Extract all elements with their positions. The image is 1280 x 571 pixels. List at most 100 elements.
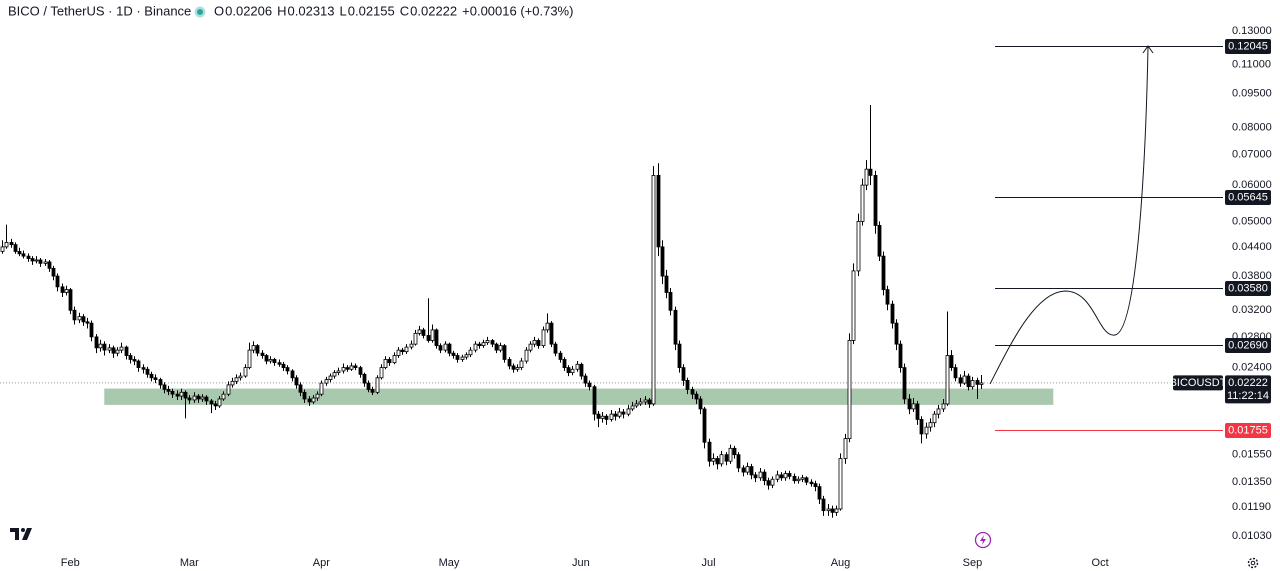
candle-body [209,400,214,405]
legend-value: 0.02313 [288,3,335,18]
candle-body [630,405,635,410]
y-tick-label: 0.09500 [1232,88,1272,100]
candle-body [451,352,456,356]
candle-body [434,329,439,347]
candle-body [272,359,277,364]
level-badge-text: 0.02690 [1228,339,1268,351]
candle-body [349,365,354,370]
level-badge-text: 0.12045 [1228,40,1268,52]
candle-body [26,255,31,259]
candle-body [592,386,597,415]
candle-body [724,454,729,462]
ticker-badge-text: BICOUSDT [1170,377,1227,389]
candle-body [958,377,963,384]
candle-body [690,389,695,395]
candle-body [136,360,141,368]
settings-icon[interactable] [1247,557,1259,569]
candle-body [898,343,903,368]
candle-body [370,389,375,393]
candle-body [843,438,848,459]
candle-body [707,441,712,462]
candle-body [438,345,443,351]
legend-key: O [214,3,224,18]
candle-body [907,398,912,410]
y-tick-label: 0.01550 [1232,449,1272,461]
candle-body [413,332,418,345]
y-tick-label: 0.03200 [1232,304,1272,316]
candle-body [170,390,175,395]
candle-body [753,474,758,479]
candle-body [281,363,286,368]
candle-body [447,343,452,354]
candle-body [600,415,605,419]
candle-body [762,471,767,482]
candle-body [741,467,746,473]
candle-body [60,286,65,293]
y-tick-label: 0.07000 [1232,148,1272,160]
candle-body [85,321,90,324]
candle-body [494,343,499,351]
y-tick-label: 0.02400 [1232,361,1272,373]
candle-body [851,270,856,341]
candle-body [702,408,707,443]
candle-body [426,335,431,341]
candle-body [524,349,529,362]
candle-body [217,398,222,407]
candle-body [175,393,180,397]
candle-body [677,343,682,368]
candle-body [443,343,448,351]
legend-key: H [277,3,286,18]
candle-body [162,384,167,390]
candle-body [455,355,460,360]
x-tick-label: May [439,557,460,569]
legend-value: 0.02155 [348,3,395,18]
candle-body [392,355,397,364]
candle-body [158,379,163,386]
candle-body [647,399,652,405]
y-tick-label: 0.05000 [1232,215,1272,227]
candle-body [115,349,120,354]
candle-body [477,343,482,347]
candle-body [366,382,371,390]
y-tick-label: 0.04400 [1232,241,1272,253]
candle-body [502,345,507,360]
candle-body [766,480,771,486]
x-tick-label: Jun [572,557,590,569]
x-tick-label: Aug [831,557,851,569]
candle-body [847,340,852,440]
last-price-badge [1225,375,1271,404]
candle-body [745,466,750,473]
candle-body [234,377,239,382]
candle-body [404,346,409,353]
candle-body [119,346,124,351]
candle-body [302,391,307,400]
candle-body [187,397,192,401]
candle-body [72,309,77,321]
candle-body [928,422,933,428]
candle-body [643,399,648,403]
candle-body [387,359,392,364]
candle-body [626,408,631,415]
candle-body [638,401,643,405]
candle-body [604,415,609,420]
candle-body [149,373,154,379]
candle-body [558,352,563,360]
candle-body [268,359,273,362]
candle-body [681,367,686,381]
candle-body [285,367,290,372]
candle-body [915,403,920,420]
alert-icon[interactable] [974,531,992,549]
candle-body [298,384,303,393]
candle-body [651,174,656,405]
candle-body [941,403,946,410]
candle-body [532,340,537,345]
candle-body [81,316,86,323]
y-tick-label: 0.06000 [1232,179,1272,191]
candle-body [358,367,363,375]
candle-body [732,447,737,456]
x-tick-label: Sep [963,557,983,569]
candle-body [894,322,899,345]
candle-body [838,458,843,510]
candle-body [698,398,703,410]
candle-body [728,447,733,462]
